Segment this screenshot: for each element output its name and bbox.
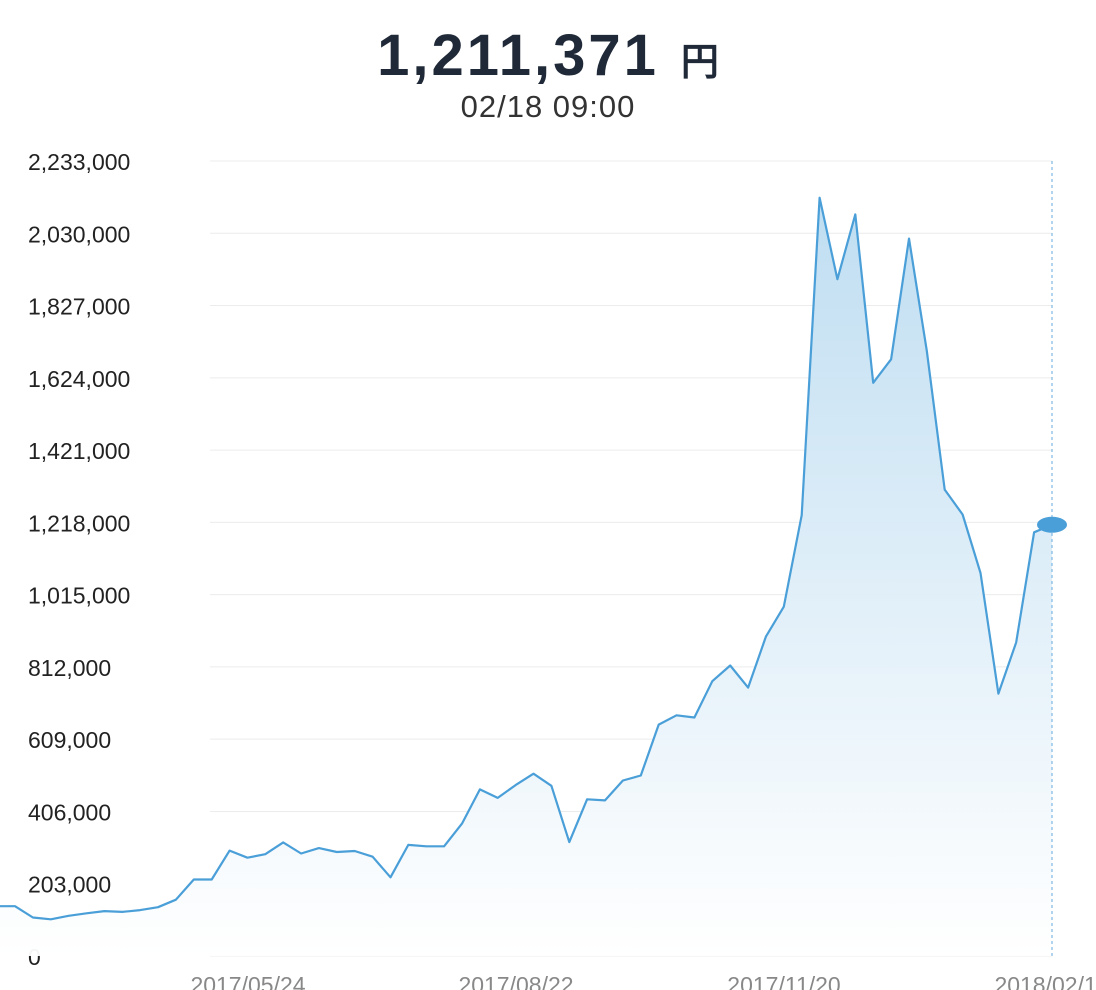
y-axis-labels: 0203,000406,000609,000812,0001,015,0001,…	[28, 149, 130, 970]
price-line	[0, 196, 1053, 921]
current-point-marker[interactable]	[1037, 516, 1067, 533]
y-tick-label: 609,000	[28, 727, 111, 753]
y-tick-label: 1,421,000	[28, 438, 130, 464]
x-tick-label: 2017/11/20	[727, 972, 840, 990]
y-tick-label: 812,000	[28, 655, 111, 681]
y-tick-label: 1,827,000	[28, 294, 130, 320]
y-tick-label: 406,000	[28, 799, 111, 825]
currency-unit: 円	[680, 42, 719, 84]
y-tick-label: 2,030,000	[28, 221, 130, 247]
y-tick-label: 2,233,000	[28, 149, 130, 175]
x-axis-labels: 2017/05/24 2017/08/22 2017/11/20 2018/02/18	[190, 972, 1096, 990]
price-area	[0, 197, 1052, 956]
y-tick-label: 1,624,000	[28, 366, 130, 392]
price-timestamp: 02/18 09:00	[460, 89, 636, 124]
current-price-row: 1,211,371 円	[0, 22, 1096, 89]
x-tick-label: 2018/02/18	[994, 972, 1096, 990]
x-tick-label: 2017/08/22	[458, 972, 573, 990]
y-tick-label: 203,000	[28, 872, 111, 898]
x-tick-label: 2017/05/24	[190, 972, 305, 990]
y-tick-label: 1,218,000	[28, 510, 130, 536]
current-price: 1,211,371	[377, 23, 659, 88]
y-tick-label: 1,015,000	[28, 583, 130, 609]
price-header: 1,211,371 円 02/18 09:00	[0, 22, 1096, 125]
